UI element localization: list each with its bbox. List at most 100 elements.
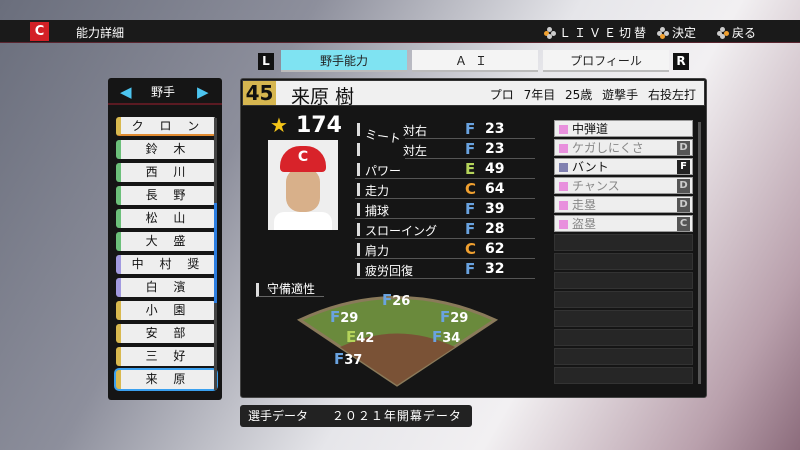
- stat-bar-marker: [357, 203, 360, 216]
- ability-label: 走塁: [572, 198, 597, 212]
- stat-row: 対左 F 23: [403, 140, 535, 159]
- ability-scrollbar[interactable]: [698, 122, 701, 384]
- ability-grade: D: [677, 179, 690, 193]
- stat-label: 走力: [365, 184, 390, 198]
- uniform-number: 45: [243, 81, 276, 105]
- tab-prev-l-button[interactable]: L: [258, 53, 274, 70]
- data-source-label: 選手データ: [248, 409, 309, 423]
- defense-value: 34: [442, 331, 461, 346]
- player-list-item[interactable]: 白 濱: [116, 278, 216, 297]
- stat-label: パワー: [365, 164, 402, 178]
- ability-type-icon: [559, 182, 568, 191]
- tab-next-r-button[interactable]: R: [673, 53, 689, 70]
- tab-profile[interactable]: プロフィール: [543, 50, 669, 72]
- player-list-item[interactable]: 松 山: [116, 209, 216, 228]
- ability-item[interactable]: チャンス D: [554, 177, 693, 194]
- star-icon: ★: [270, 113, 288, 137]
- button-pad-icon: [657, 26, 669, 39]
- stat-row: 捕球 F 39: [355, 200, 535, 219]
- live-toggle-hint[interactable]: ＬＩＶＥ切替: [544, 24, 649, 41]
- category-selector: ◀ 野手 ▶: [108, 78, 222, 105]
- hint-label: 戻る: [732, 26, 757, 40]
- stat-label: 対右: [403, 124, 428, 138]
- stat-value: 28: [485, 221, 505, 237]
- stat-value: 64: [485, 181, 505, 197]
- stat-row: 疲労回復 F 32: [355, 260, 535, 279]
- player-list-item[interactable]: 三 好: [116, 347, 216, 366]
- player-list-item[interactable]: 小 園: [116, 301, 216, 320]
- stat-rank: F: [465, 260, 476, 278]
- player-list-item[interactable]: ク ロ ン: [116, 117, 216, 136]
- player-list-item[interactable]: 鈴 木: [116, 140, 216, 159]
- stat-label: スローイング: [365, 224, 438, 238]
- stat-bar-marker: [357, 123, 360, 136]
- stat-bar-marker: [357, 183, 360, 196]
- player-portrait: C: [268, 140, 338, 230]
- defense-value: 29: [340, 311, 359, 326]
- ability-item[interactable]: 盗塁 C: [554, 215, 693, 232]
- category-label: 野手: [151, 85, 176, 99]
- tab-fielder-ability[interactable]: 野手能力: [281, 50, 407, 72]
- player-name: 来原 樹: [291, 86, 355, 108]
- empty-ability-slot: [554, 367, 693, 384]
- stat-rank: C: [465, 240, 477, 258]
- player-header: 45 来原 樹 プロ 7年目 25歳 遊撃手 右投左打: [242, 80, 705, 108]
- stat-value: 23: [485, 121, 505, 137]
- prev-category-arrow-icon[interactable]: ◀: [120, 83, 132, 101]
- stat-row: パワー E 49: [355, 160, 535, 179]
- empty-ability-slot: [554, 234, 693, 251]
- age: 25歳: [565, 88, 593, 102]
- ability-item[interactable]: 走塁 D: [554, 196, 693, 213]
- team-logo: C: [30, 22, 49, 41]
- stat-rank: C: [465, 180, 477, 198]
- ability-grade: C: [677, 217, 690, 231]
- defense-value: 42: [356, 331, 375, 346]
- player-list-item[interactable]: 長 野: [116, 186, 216, 205]
- confirm-hint[interactable]: 決定: [657, 24, 696, 41]
- ability-item[interactable]: ケガしにくさ D: [554, 139, 693, 156]
- ability-label: ケガしにくさ: [572, 141, 644, 155]
- player-list-item[interactable]: 大 盛: [116, 232, 216, 251]
- data-source-bar: 選手データ ２０２１年開幕データ: [240, 405, 472, 427]
- defense-value: 29: [450, 311, 469, 326]
- stat-bar-marker: [357, 163, 360, 176]
- stat-row: 対右 F 23: [403, 120, 535, 139]
- player-list-item[interactable]: 中 村 奨: [116, 255, 216, 274]
- player-info: プロ 7年目 25歳 遊撃手 右投左打: [490, 86, 696, 103]
- infield-dirt: [340, 333, 455, 385]
- stat-rank: F: [465, 200, 476, 218]
- player-list-item[interactable]: 西 川: [116, 163, 216, 182]
- ability-item[interactable]: バント F: [554, 158, 693, 175]
- stat-rank: F: [465, 140, 476, 158]
- ability-type-icon: [559, 163, 568, 172]
- defense-field-diagram: [296, 296, 499, 387]
- empty-ability-slot: [554, 272, 693, 289]
- list-scrollbar[interactable]: [214, 118, 217, 390]
- defense-rank: F: [432, 328, 443, 346]
- ability-type-icon: [559, 144, 568, 153]
- position: 遊撃手: [602, 88, 639, 102]
- ability-label: チャンス: [572, 179, 620, 193]
- defense-value: 37: [344, 353, 363, 368]
- next-category-arrow-icon[interactable]: ▶: [197, 83, 209, 101]
- defense-position-rating: F26: [382, 291, 410, 309]
- ability-item[interactable]: 中弾道: [554, 120, 693, 137]
- player-list-item[interactable]: 来 原: [116, 370, 216, 389]
- hint-label: 決定: [672, 26, 697, 40]
- defense-rank: F: [330, 308, 341, 326]
- tab-ai[interactable]: ＡＩ: [412, 50, 538, 72]
- throws-bats: 右投左打: [647, 88, 696, 102]
- defense-position-rating: E42: [346, 328, 374, 346]
- stat-bar-marker: [357, 143, 360, 156]
- defense-position-rating: F29: [330, 308, 358, 326]
- data-source-value: ２０２１年開幕データ: [331, 409, 462, 423]
- button-pad-icon: [717, 26, 729, 39]
- stat-value: 49: [485, 161, 505, 177]
- ability-grade: F: [677, 160, 690, 174]
- stat-rank: F: [465, 120, 476, 138]
- ability-type-icon: [559, 220, 568, 229]
- player-list-item[interactable]: 安 部: [116, 324, 216, 343]
- ability-label: バント: [572, 160, 609, 174]
- defense-position-rating: F37: [334, 350, 362, 368]
- back-hint[interactable]: 戻る: [717, 24, 756, 41]
